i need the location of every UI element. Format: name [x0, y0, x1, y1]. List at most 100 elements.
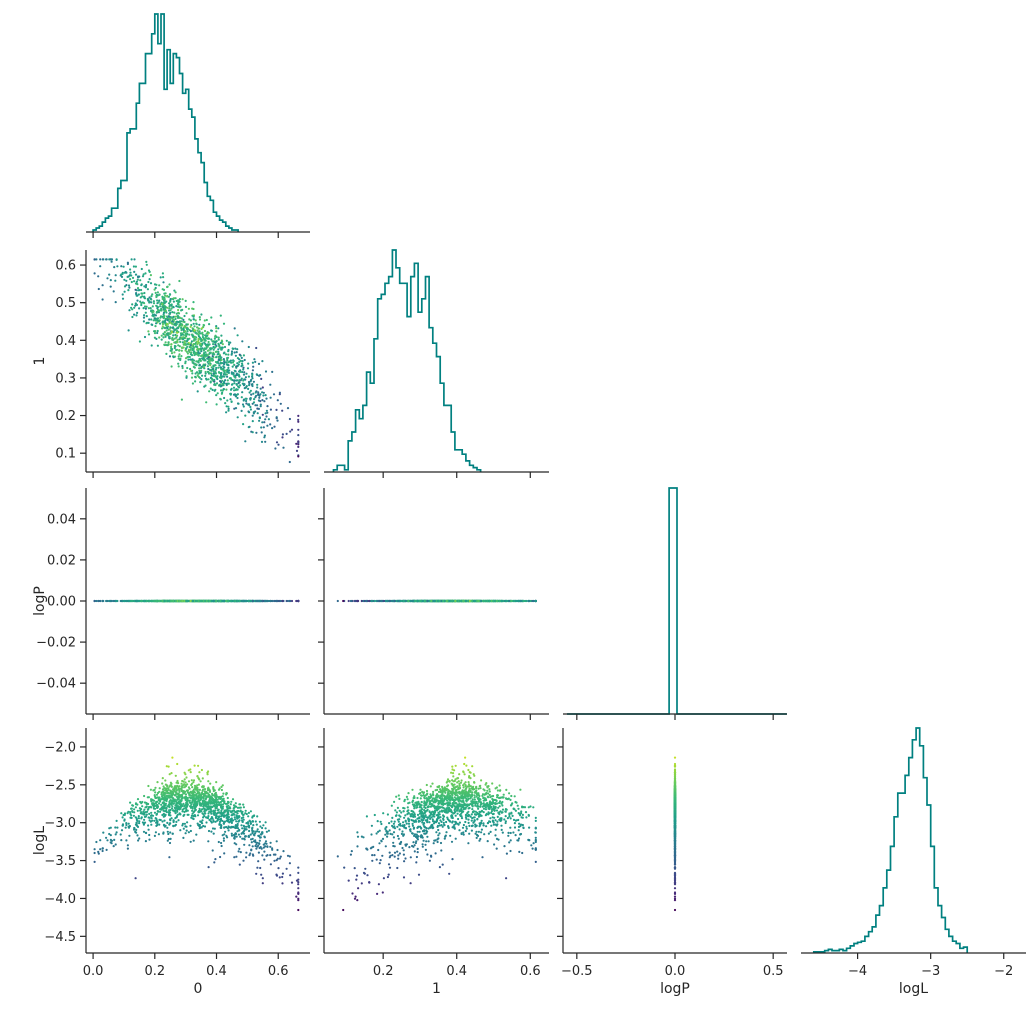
scatter-point: [141, 292, 144, 295]
scatter-point: [177, 321, 180, 324]
scatter-point: [259, 393, 262, 396]
scatter-point: [178, 349, 181, 352]
scatter-point: [240, 377, 243, 380]
scatter-point: [241, 370, 244, 374]
scatter-point: [126, 261, 129, 264]
scatter-point: [125, 839, 128, 842]
scatter-point: [240, 362, 244, 365]
scatter-point: [169, 311, 172, 314]
scatter-point: [419, 599, 422, 603]
scatter-point: [204, 372, 207, 375]
scatter-point: [165, 329, 168, 332]
scatter-point: [264, 412, 267, 415]
scatter-point: [200, 369, 203, 372]
scatter-point: [295, 442, 298, 445]
scatter-point: [204, 351, 207, 354]
scatter-point: [223, 396, 226, 400]
scatter-point: [192, 839, 195, 842]
scatter-point: [236, 379, 239, 382]
scatter-point: [131, 315, 134, 319]
scatter-point: [198, 316, 201, 319]
scatter-point: [126, 844, 129, 847]
scatter-point: [221, 346, 224, 349]
scatter-point: [133, 306, 136, 309]
scatter-point: [253, 358, 256, 361]
scatter-point: [178, 300, 181, 303]
scatter-point: [185, 327, 188, 330]
scatter-point: [232, 393, 236, 396]
scatter-point: [208, 372, 211, 375]
scatter-point: [201, 374, 204, 377]
scatter-point: [133, 599, 136, 603]
scatter-point: [265, 842, 268, 845]
scatter-point: [137, 815, 140, 818]
scatter-point: [136, 299, 139, 302]
scatter-point: [147, 784, 150, 788]
scatter-point: [160, 307, 163, 310]
scatter-point: [266, 405, 269, 408]
scatter-point: [297, 455, 300, 458]
scatter-point: [189, 599, 192, 603]
scatter-point: [255, 390, 258, 393]
scatter-point: [209, 380, 212, 383]
scatter-point: [174, 291, 177, 294]
scatter-point: [275, 840, 278, 843]
scatter-point: [297, 420, 300, 423]
scatter-point: [195, 833, 198, 836]
scatter-point: [235, 393, 238, 396]
scatter-point: [211, 367, 215, 371]
scatter-point: [251, 361, 254, 364]
scatter-point: [202, 348, 205, 351]
scatter-point: [147, 330, 150, 333]
scatter-point: [207, 362, 210, 365]
scatter-point: [178, 279, 181, 283]
scatter-point: [238, 353, 241, 356]
scatter-point: [518, 599, 521, 603]
scatter-point: [208, 360, 211, 363]
scatter-point: [133, 280, 136, 283]
scatter-point: [175, 305, 178, 308]
scatter-point: [267, 829, 270, 832]
scatter-point: [159, 810, 162, 813]
scatter-point: [158, 284, 161, 287]
scatter-point: [288, 460, 291, 464]
scatter-point: [210, 830, 213, 833]
scatter-point: [297, 434, 300, 437]
scatter-point: [227, 341, 230, 344]
scatter-point: [263, 850, 266, 853]
scatter-point: [189, 344, 192, 347]
scatter-point: [191, 349, 194, 352]
scatter-point: [227, 407, 230, 410]
scatter-point: [244, 386, 247, 389]
scatter-point: [150, 301, 153, 304]
scatter-point: [153, 330, 156, 333]
scatter-point: [127, 289, 130, 292]
scatter-point: [148, 301, 151, 304]
scatter-point: [223, 599, 226, 603]
scatter-point: [191, 372, 194, 375]
scatter-point: [203, 385, 206, 388]
scatter-point: [251, 402, 254, 405]
scatter-point: [188, 318, 191, 321]
scatter-point: [150, 309, 153, 312]
scatter-point: [217, 327, 220, 330]
scatter-point: [150, 295, 153, 298]
scatter-point: [194, 375, 197, 378]
scatter-point: [203, 329, 207, 333]
scatter-point: [196, 348, 199, 351]
scatter-point: [262, 391, 265, 394]
scatter-point: [192, 342, 195, 346]
scatter-point: [190, 340, 193, 343]
scatter-point: [257, 851, 260, 854]
scatter-point: [219, 397, 222, 400]
scatter-point: [221, 599, 224, 603]
scatter-point: [159, 315, 163, 318]
scatter-point: [220, 809, 223, 812]
scatter-point: [163, 306, 166, 309]
scatter-point: [185, 333, 188, 336]
scatter-point: [196, 326, 199, 329]
scatter-point: [109, 826, 112, 829]
scatter-point: [209, 347, 212, 350]
scatter-point: [156, 311, 159, 314]
scatter-point: [245, 856, 248, 859]
